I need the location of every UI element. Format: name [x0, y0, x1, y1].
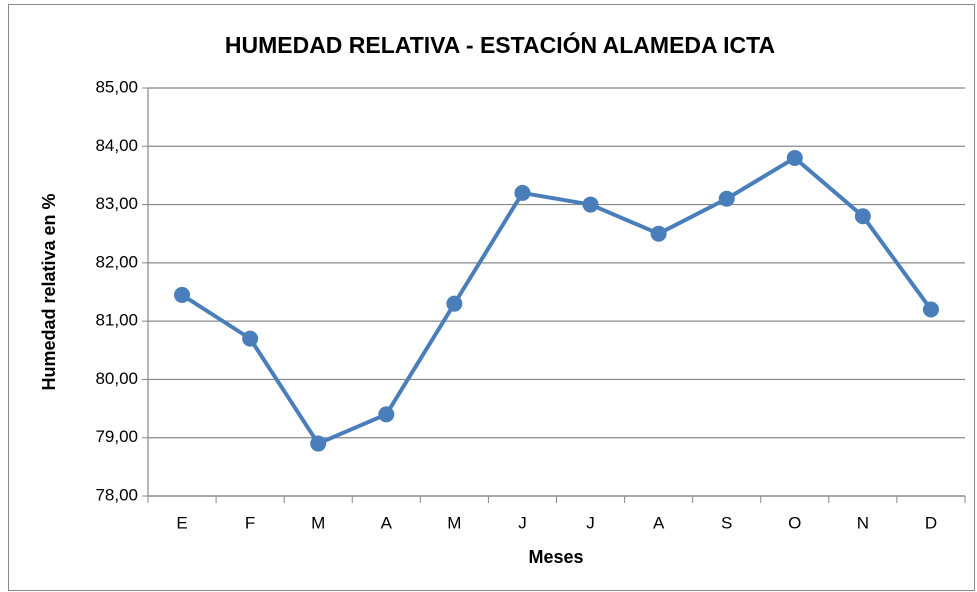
marker	[718, 190, 735, 207]
marker	[582, 196, 599, 213]
x-tick-label: J	[518, 513, 527, 532]
x-tick-label: S	[721, 513, 732, 532]
y-tick-label: 80,00	[95, 369, 138, 388]
x-tick-label: E	[176, 513, 187, 532]
marker	[854, 208, 871, 225]
chart-border	[8, 4, 975, 591]
x-tick-label: J	[586, 513, 595, 532]
marker	[922, 301, 939, 318]
y-tick-label: 85,00	[95, 77, 138, 96]
marker	[650, 225, 667, 242]
marker	[174, 286, 191, 303]
y-tick-label: 81,00	[95, 311, 138, 330]
y-tick-label: 78,00	[95, 485, 138, 504]
x-axis-title: Meses	[528, 547, 583, 567]
marker	[310, 435, 327, 452]
y-tick-label: 82,00	[95, 252, 138, 271]
marker	[514, 184, 531, 201]
y-tick-label: 84,00	[95, 136, 138, 155]
marker	[446, 295, 463, 312]
x-tick-label: N	[857, 513, 869, 532]
marker	[378, 406, 395, 423]
x-tick-label: A	[381, 513, 393, 532]
x-tick-label: O	[788, 513, 801, 532]
marker	[242, 330, 259, 347]
line	[180, 155, 933, 446]
y-tick-label: 83,00	[95, 194, 138, 213]
y-tick-label: 79,00	[95, 427, 138, 446]
y-axis-title: Humedad relativa en %	[39, 193, 59, 390]
chart-title: HUMEDAD RELATIVA - ESTACIÓN ALAMEDA ICTA	[225, 31, 775, 58]
x-tick-label: A	[653, 513, 665, 532]
x-tick-label: M	[311, 513, 325, 532]
marker	[786, 149, 803, 166]
x-tick-label: M	[447, 513, 461, 532]
x-tick-label: F	[245, 513, 255, 532]
x-tick-label: D	[925, 513, 937, 532]
